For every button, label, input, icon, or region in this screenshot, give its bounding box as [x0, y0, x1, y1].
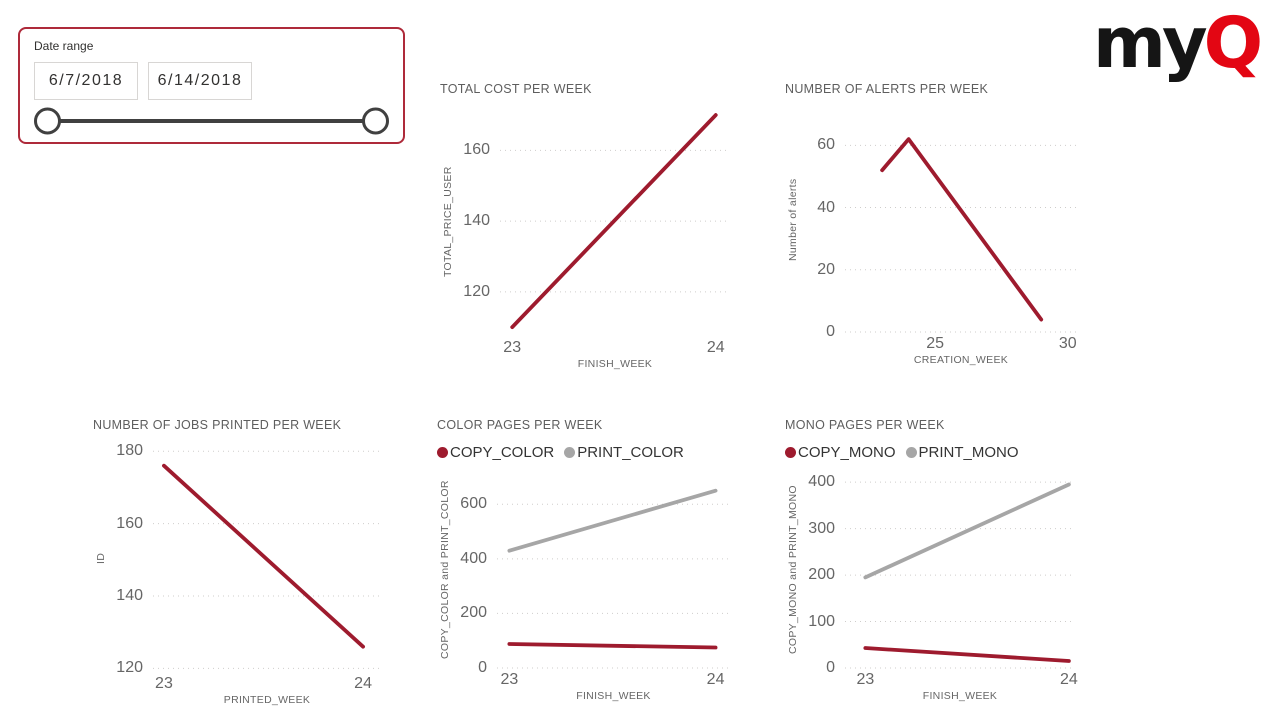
date-range-slider[interactable]	[34, 102, 389, 140]
logo-text-q: Q	[1203, 2, 1263, 84]
slider-handle-end[interactable]	[362, 107, 389, 135]
start-date-input[interactable]	[34, 62, 138, 100]
x-axis-title: CREATION_WEEK	[913, 354, 1009, 366]
y-tick-label: 140	[116, 587, 143, 604]
date-range-slicer: Date range	[18, 27, 405, 144]
legend-dot-icon	[564, 447, 576, 458]
legend-label: PRINT_COLOR	[577, 444, 684, 461]
plot-area	[845, 137, 1077, 333]
chart-title: NUMBER OF ALERTS PER WEEK	[785, 82, 989, 96]
y-tick-label: 0	[826, 659, 835, 676]
y-tick-label: 400	[808, 473, 835, 491]
y-tick-label: 200	[808, 566, 835, 584]
y-tick-label: 200	[460, 604, 487, 622]
y-tick-label: 160	[463, 141, 490, 159]
logo-text-my: my	[1093, 2, 1208, 84]
y-tick-label: 20	[817, 260, 835, 278]
x-axis-ticks: 25 30	[845, 332, 1077, 354]
slider-handle-start[interactable]	[34, 107, 61, 135]
legend-dot-icon	[905, 447, 917, 458]
x-tick-label: 25	[926, 335, 945, 352]
y-axis-title: COPY_COLOR and PRINT_COLOR	[439, 480, 451, 659]
date-inputs	[34, 62, 389, 100]
x-tick-label: 24	[706, 339, 725, 356]
plot-area	[497, 488, 730, 669]
y-tick-label: 100	[808, 612, 835, 630]
x-axis-title: FINISH_WEEK	[577, 358, 653, 370]
x-axis-ticks: 23 24	[153, 672, 381, 694]
end-date-input[interactable]	[148, 62, 252, 100]
plot-area	[153, 450, 381, 669]
x-tick-label: 30	[1058, 335, 1077, 352]
y-tick-label: 40	[817, 198, 835, 216]
plot-area	[500, 113, 730, 330]
y-tick-label: 400	[460, 549, 487, 567]
x-axis-ticks: 23 24	[500, 336, 730, 358]
y-tick-label: 140	[463, 212, 490, 230]
x-axis-ticks: 23 24	[845, 668, 1078, 690]
chart-total-cost-per-week: TOTAL COST PER WEEK TOTAL_PRICE_USER 120…	[440, 82, 730, 374]
y-tick-label: 120	[116, 659, 143, 677]
y-tick-label: 600	[460, 495, 487, 513]
x-tick-label: 24	[1059, 671, 1078, 688]
x-axis-title: PRINTED_WEEK	[223, 694, 311, 706]
y-tick-label: 180	[116, 442, 143, 460]
chart-alerts-per-week: NUMBER OF ALERTS PER WEEK Number of aler…	[785, 82, 1077, 370]
legend-label: COPY_MONO	[798, 444, 896, 461]
chart-jobs-printed-per-week: NUMBER OF JOBS PRINTED PER WEEK ID 120 14…	[93, 418, 381, 710]
chart-color-pages-per-week: COLOR PAGES PER WEEK COPY_COLOR PRINT_CO…	[437, 418, 730, 706]
x-tick-label: 23	[500, 671, 519, 688]
y-tick-label: 0	[826, 323, 835, 340]
x-tick-label: 24	[706, 671, 725, 688]
chart-title: MONO PAGES PER WEEK	[785, 418, 945, 432]
legend-item-copy-color[interactable]: COPY_COLOR	[437, 444, 554, 461]
y-tick-label: 0	[478, 659, 487, 676]
legend-item-print-mono[interactable]: PRINT_MONO	[905, 444, 1019, 461]
legend-dot-icon	[437, 447, 448, 458]
plot-area	[845, 481, 1075, 669]
y-tick-label: 60	[817, 136, 835, 154]
legend-label: COPY_COLOR	[450, 444, 555, 461]
chart-title: NUMBER OF JOBS PRINTED PER WEEK	[93, 418, 342, 432]
y-tick-label: 120	[463, 282, 490, 300]
x-tick-label: 23	[503, 339, 522, 356]
legend-item-copy-mono[interactable]: COPY_MONO	[785, 444, 896, 461]
y-axis-title: TOTAL_PRICE_USER	[442, 166, 454, 278]
y-axis-title: Number of alerts	[787, 178, 799, 262]
y-tick-label: 300	[808, 519, 835, 537]
legend-label: PRINT_MONO	[918, 444, 1019, 461]
legend-dot-icon	[785, 447, 796, 458]
slider-track[interactable]	[47, 119, 376, 123]
y-tick-label: 160	[116, 514, 143, 532]
x-tick-label: 23	[856, 671, 875, 688]
legend-item-print-color[interactable]: PRINT_COLOR	[564, 444, 684, 461]
x-axis-ticks: 23 24	[497, 668, 730, 690]
chart-legend: COPY_COLOR PRINT_COLOR	[437, 444, 730, 461]
y-axis-title: ID	[95, 552, 107, 564]
date-range-label: Date range	[34, 39, 94, 53]
chart-mono-pages-per-week: MONO PAGES PER WEEK COPY_MONO PRINT_MONO…	[785, 418, 1078, 706]
chart-title: TOTAL COST PER WEEK	[440, 82, 592, 96]
x-tick-label: 23	[155, 675, 173, 692]
x-axis-title: FINISH_WEEK	[922, 690, 998, 702]
x-axis-title: FINISH_WEEK	[576, 690, 651, 702]
myq-logo: myQ	[1093, 8, 1263, 78]
x-tick-label: 24	[354, 675, 372, 692]
chart-title: COLOR PAGES PER WEEK	[437, 418, 603, 432]
chart-legend: COPY_MONO PRINT_MONO	[785, 444, 1075, 461]
y-axis-title: COPY_MONO and PRINT_MONO	[787, 485, 799, 654]
